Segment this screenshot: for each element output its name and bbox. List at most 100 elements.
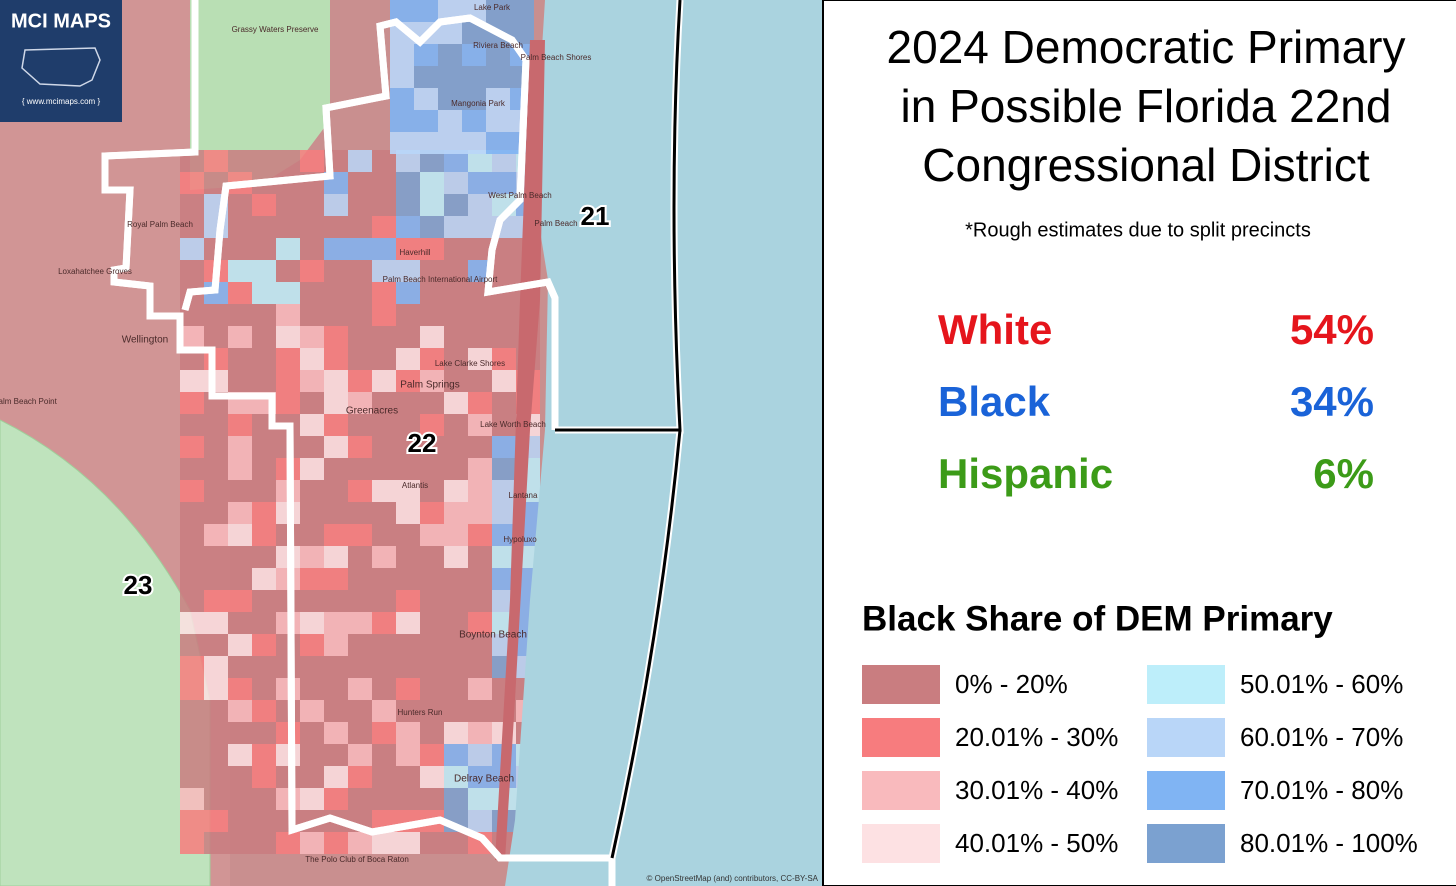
precinct [462,132,486,154]
precinct [348,612,372,634]
precinct [204,634,228,656]
precinct [348,458,372,480]
precinct [468,546,492,568]
precinct [420,832,444,854]
precinct [492,172,516,194]
precinct [300,502,324,524]
precinct [228,546,252,568]
precinct [468,788,492,810]
stat-label: White [938,306,1052,353]
precinct [420,260,444,282]
precinct [486,88,510,110]
precinct [510,0,534,22]
precinct [204,678,228,700]
precinct [468,480,492,502]
precinct [444,348,468,370]
precinct [252,744,276,766]
precinct [180,700,204,722]
place-label: Palm Beach [534,219,577,228]
precinct [228,480,252,502]
precinct [414,110,438,132]
precinct [420,502,444,524]
precinct [462,88,486,110]
precinct [228,458,252,480]
precinct [228,766,252,788]
precinct [300,524,324,546]
precinct [468,766,492,788]
precinct [468,370,492,392]
district-label: 23 [124,570,153,600]
precinct [420,392,444,414]
precinct [204,832,228,854]
precinct [252,216,276,238]
precinct [228,348,252,370]
precinct [444,546,468,568]
precinct [396,172,420,194]
precinct [438,110,462,132]
precinct [204,744,228,766]
precinct [396,590,420,612]
precinct [372,304,396,326]
precinct [300,700,324,722]
precinct [180,766,204,788]
precinct [390,44,414,66]
legend-swatch [862,718,940,757]
precinct [396,700,420,722]
water [505,0,822,886]
precinct [420,524,444,546]
precinct [228,524,252,546]
precinct [252,832,276,854]
precinct [420,414,444,436]
precinct [180,436,204,458]
precinct [444,326,468,348]
precinct [420,238,444,260]
legend-label: 40.01% - 50% [955,828,1118,858]
precinct [444,832,468,854]
precinct [228,216,252,238]
precinct [396,480,420,502]
precinct [324,568,348,590]
precinct [438,132,462,154]
precinct [324,590,348,612]
precinct [276,150,300,172]
precinct [372,260,396,282]
legend-panel: 2024 Democratic Primary in Possible Flori… [822,0,1456,886]
legend-label: 0% - 20% [955,669,1068,699]
precinct [420,458,444,480]
precinct [420,370,444,392]
precinct [204,172,228,194]
stat-label: Hispanic [938,450,1113,497]
precinct [414,44,438,66]
precinct [462,110,486,132]
precinct [396,568,420,590]
precinct [228,150,252,172]
precinct [348,744,372,766]
precinct [348,282,372,304]
precinct [180,326,204,348]
precinct [492,392,516,414]
precinct [396,546,420,568]
precinct [324,788,348,810]
precinct [444,524,468,546]
precinct [372,216,396,238]
legend-swatch [862,665,940,704]
precinct [420,480,444,502]
precinct [420,590,444,612]
precinct [348,546,372,568]
precinct [372,744,396,766]
precinct [372,502,396,524]
precinct [324,194,348,216]
precinct [276,788,300,810]
precinct [300,480,324,502]
title-line: in Possible Florida 22nd [901,80,1392,132]
precinct [228,414,252,436]
legend-title: Black Share of DEM Primary [862,599,1333,638]
note: *Rough estimates due to split precincts [965,219,1311,241]
precinct [444,216,468,238]
place-label: Lake Worth Beach [480,420,546,429]
attribution: © OpenStreetMap (and) contributors, CC-B… [647,874,819,883]
precinct [420,722,444,744]
precinct [396,194,420,216]
precinct [372,436,396,458]
precinct [444,612,468,634]
